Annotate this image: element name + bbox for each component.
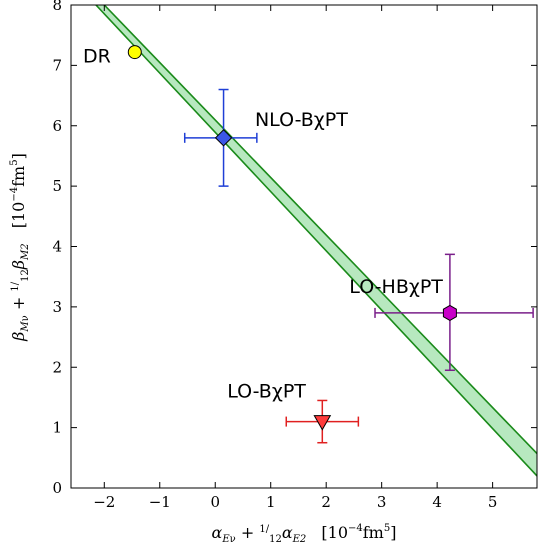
y-tick-label: 5 [52, 177, 62, 195]
x-tick-label: 0 [210, 493, 220, 511]
y-axis-label: βMν + 1/12βM2 [10−4fm5] [9, 153, 31, 342]
data-points [127, 45, 534, 444]
x-tick-label: 5 [488, 493, 498, 511]
point-marker [127, 45, 142, 60]
x-tick-label: 1 [266, 493, 276, 511]
point-label-2: LO-HBχPT [349, 276, 443, 298]
point-marker [442, 304, 457, 321]
x-tick-label: 2 [321, 493, 331, 511]
point-label-0: DR [83, 45, 111, 67]
plot-frame [70, 4, 538, 489]
band-lower-edge [95, 5, 537, 477]
y-tick-label: 1 [52, 419, 62, 437]
point-2 [374, 253, 534, 372]
y-tick-label: 4 [52, 238, 62, 256]
x-tick-label: −2 [93, 493, 115, 511]
point-0 [127, 45, 142, 60]
y-tick-label: 3 [52, 298, 62, 316]
y-tick-label: 7 [52, 56, 62, 74]
point-labels: DR NLO-BχPT LO-HBχPT LO-BχPT [83, 45, 443, 402]
x-tick-label: 4 [432, 493, 442, 511]
point-1 [183, 88, 258, 187]
y-tick-label: 6 [52, 117, 62, 135]
point-marker [214, 129, 233, 147]
point-label-1: NLO-BχPT [255, 109, 348, 131]
y-tick-label: 2 [52, 358, 62, 376]
point-marker [313, 415, 332, 431]
band-upper-edge [103, 5, 537, 455]
x-axis-label: αEν + 1/12αE2 [10−4fm5] [212, 523, 397, 545]
confidence-band [95, 5, 537, 477]
point-3 [285, 399, 360, 444]
y-tick-label: 8 [52, 0, 62, 14]
point-label-3: LO-BχPT [227, 380, 306, 402]
x-tick-label: −1 [149, 493, 171, 511]
axis-ticks: −2 −1 0 1 2 3 4 5 0 1 2 3 4 5 6 7 8 [52, 0, 537, 511]
x-tick-label: 3 [377, 493, 387, 511]
y-tick-label: 0 [52, 479, 62, 497]
